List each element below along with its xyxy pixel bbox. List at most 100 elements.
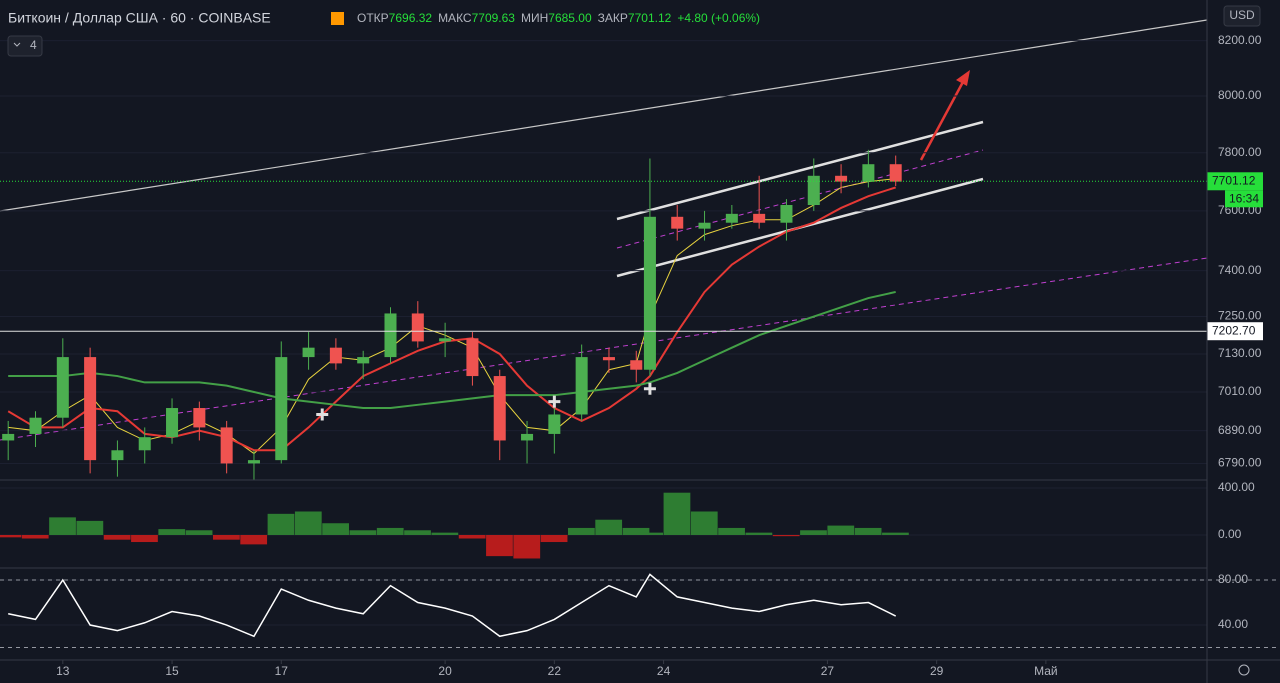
signal-cross — [548, 395, 561, 408]
candle-body — [29, 417, 42, 434]
candle-body — [889, 164, 902, 182]
candle-body — [780, 205, 793, 223]
histogram-bar — [431, 532, 459, 535]
histogram-bar — [595, 519, 623, 535]
dashed-trend — [0, 257, 1208, 441]
last-price-bg — [1207, 172, 1263, 191]
histogram-bar — [486, 534, 513, 557]
chevron — [13, 42, 21, 47]
candle-body — [602, 357, 615, 361]
x-tick-label: 27 — [821, 664, 835, 678]
y-tick-label: 80.00 — [1218, 572, 1248, 586]
histogram-bar — [131, 534, 158, 543]
histogram-bar — [690, 511, 718, 535]
trend-line — [0, 19, 1208, 212]
arrow-head — [956, 70, 970, 86]
y-tick-label: 7250.00 — [1218, 309, 1262, 323]
candle-body — [698, 222, 711, 229]
histogram-bar — [636, 532, 664, 535]
y-tick-label: 40.00 — [1218, 617, 1248, 631]
histogram-bar — [49, 517, 76, 535]
candle-body — [193, 408, 206, 428]
countdown-bg — [1225, 190, 1263, 208]
histogram-bar — [376, 527, 404, 535]
countdown: 16:34 — [1229, 191, 1259, 205]
ohlc-value: 7696.32 — [389, 11, 433, 25]
pane: 0.00 400.00 — [0, 480, 1255, 559]
x-tick-label: 17 — [275, 664, 289, 678]
histogram-bar — [772, 534, 800, 537]
oscillator-line — [8, 573, 897, 638]
histogram-bar — [322, 523, 349, 535]
candle-body — [725, 213, 738, 223]
candle-body — [56, 357, 69, 418]
candle-body — [111, 450, 124, 461]
pane: 6790.00 6890.00 7010.00 7130.00 7250.00 7400.… — [0, 33, 1263, 480]
signal-cross — [316, 408, 329, 421]
histogram-bar — [294, 511, 322, 535]
y-tick-label: 6790.00 — [1218, 456, 1262, 470]
ohlc-label: МАКС — [438, 11, 472, 25]
candle-body — [753, 213, 766, 223]
histogram-bar — [349, 530, 377, 535]
candle-body — [493, 376, 506, 441]
y-tick-label: 400.00 — [1218, 480, 1255, 494]
histogram-bar — [745, 532, 773, 535]
moving-average — [8, 290, 896, 410]
channel-mid — [616, 149, 984, 249]
histogram-bar — [76, 520, 104, 535]
currency-button[interactable] — [1223, 5, 1261, 27]
histogram-bar — [663, 492, 691, 535]
settings-icon[interactable] — [1238, 664, 1250, 676]
candle-body — [220, 427, 233, 464]
histogram-bar — [718, 527, 745, 535]
y-tick-label: 0.00 — [1218, 527, 1242, 541]
candle-body — [384, 313, 397, 358]
candle-body — [466, 338, 479, 377]
ohlc-label: МИН — [521, 11, 548, 25]
candle-body — [302, 347, 315, 358]
histogram-bar — [568, 527, 595, 535]
y-tick-label: 6890.00 — [1218, 423, 1262, 437]
last-price: 7701.12 — [1212, 173, 1256, 187]
candle-body — [807, 175, 820, 206]
candle-body — [411, 313, 424, 342]
candle-body — [575, 357, 588, 415]
moving-average — [8, 178, 896, 455]
y-tick-label: 7800.00 — [1218, 145, 1262, 159]
symbol-icon — [331, 12, 344, 25]
candle-body — [835, 175, 848, 182]
x-tick-label: 20 — [438, 664, 452, 678]
candle-body — [862, 164, 875, 182]
x-tick-label: 15 — [165, 664, 179, 678]
channel-top — [616, 120, 984, 221]
candle-body — [247, 460, 260, 464]
x-tick-label: Май — [1034, 664, 1058, 678]
histogram-bar — [827, 525, 855, 535]
histogram-bar — [103, 534, 131, 540]
y-tick-label: 7130.00 — [1218, 346, 1262, 360]
histogram-bar — [240, 534, 268, 545]
x-tick-label: 24 — [657, 664, 671, 678]
candle-body — [2, 433, 15, 441]
x-tick-label: 22 — [548, 664, 562, 678]
indicators-toggle[interactable] — [7, 35, 43, 57]
histogram-bar — [404, 530, 431, 535]
ohlc-value: 7701.12 — [628, 11, 672, 25]
hline-label-bg — [1207, 322, 1263, 341]
currency: USD — [1229, 8, 1255, 22]
indicators-count: 4 — [30, 38, 37, 52]
histogram-bar — [800, 530, 827, 535]
symbol-title: Биткоин / Доллар США · 60 · COINBASE — [8, 10, 271, 26]
candle-body — [630, 360, 643, 370]
histogram-bar — [854, 527, 882, 535]
moving-average — [7, 186, 896, 452]
histogram-bar — [213, 534, 240, 540]
candle-body — [439, 338, 452, 342]
histogram-bar — [540, 534, 568, 543]
y-tick-label: 7400.00 — [1218, 263, 1262, 277]
histogram-bar — [185, 530, 213, 535]
candle-body — [357, 357, 370, 364]
histogram-bar — [21, 534, 49, 539]
